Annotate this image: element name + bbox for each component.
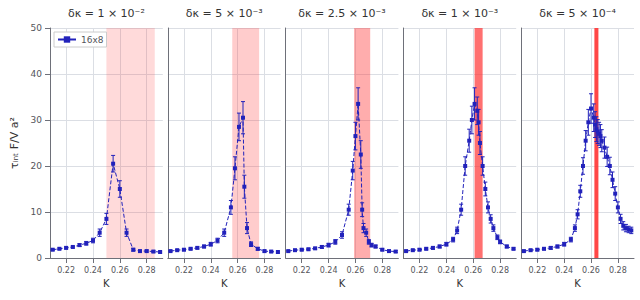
svg-text:0.26: 0.26 — [347, 266, 365, 275]
svg-text:K: K — [574, 278, 581, 289]
svg-text:30: 30 — [31, 115, 43, 125]
svg-text:0.26: 0.26 — [229, 266, 247, 275]
svg-text:K: K — [221, 278, 228, 289]
svg-text:0.24: 0.24 — [555, 266, 573, 275]
svg-text:δκ = 5 × 10⁻⁴: δκ = 5 × 10⁻⁴ — [539, 7, 616, 20]
svg-text:0.26: 0.26 — [111, 266, 129, 275]
svg-text:δκ = 1 × 10⁻²: δκ = 1 × 10⁻² — [68, 7, 145, 20]
svg-text:δκ = 5 × 10⁻³: δκ = 5 × 10⁻³ — [186, 7, 263, 20]
svg-text:0.28: 0.28 — [138, 266, 156, 275]
svg-text:50: 50 — [31, 23, 43, 33]
svg-text:0: 0 — [36, 253, 42, 263]
svg-text:δκ = 2.5 × 10⁻³: δκ = 2.5 × 10⁻³ — [298, 7, 385, 20]
svg-text:0.22: 0.22 — [411, 266, 429, 275]
svg-text:16x8: 16x8 — [81, 35, 104, 45]
svg-text:0.24: 0.24 — [320, 266, 338, 275]
svg-text:0.28: 0.28 — [609, 266, 627, 275]
svg-text:0.26: 0.26 — [464, 266, 482, 275]
svg-text:0.26: 0.26 — [582, 266, 600, 275]
svg-text:K: K — [457, 278, 464, 289]
svg-text:20: 20 — [31, 161, 43, 171]
svg-text:0.24: 0.24 — [202, 266, 220, 275]
svg-text:K: K — [103, 278, 110, 289]
svg-text:δκ = 1 × 10⁻³: δκ = 1 × 10⁻³ — [421, 7, 498, 20]
svg-text:0.24: 0.24 — [84, 266, 102, 275]
svg-text:0.28: 0.28 — [491, 266, 509, 275]
svg-text:0.22: 0.22 — [175, 266, 193, 275]
svg-text:τᵢₙₜ F/V a²: τᵢₙₜ F/V a² — [8, 117, 21, 169]
svg-text:0.22: 0.22 — [528, 266, 546, 275]
svg-text:0.28: 0.28 — [256, 266, 274, 275]
svg-text:0.22: 0.22 — [57, 266, 75, 275]
svg-text:0.24: 0.24 — [437, 266, 455, 275]
svg-text:K: K — [339, 278, 346, 289]
svg-text:40: 40 — [31, 69, 43, 79]
svg-text:10: 10 — [31, 207, 43, 217]
svg-text:0.28: 0.28 — [373, 266, 391, 275]
svg-text:0.22: 0.22 — [293, 266, 311, 275]
